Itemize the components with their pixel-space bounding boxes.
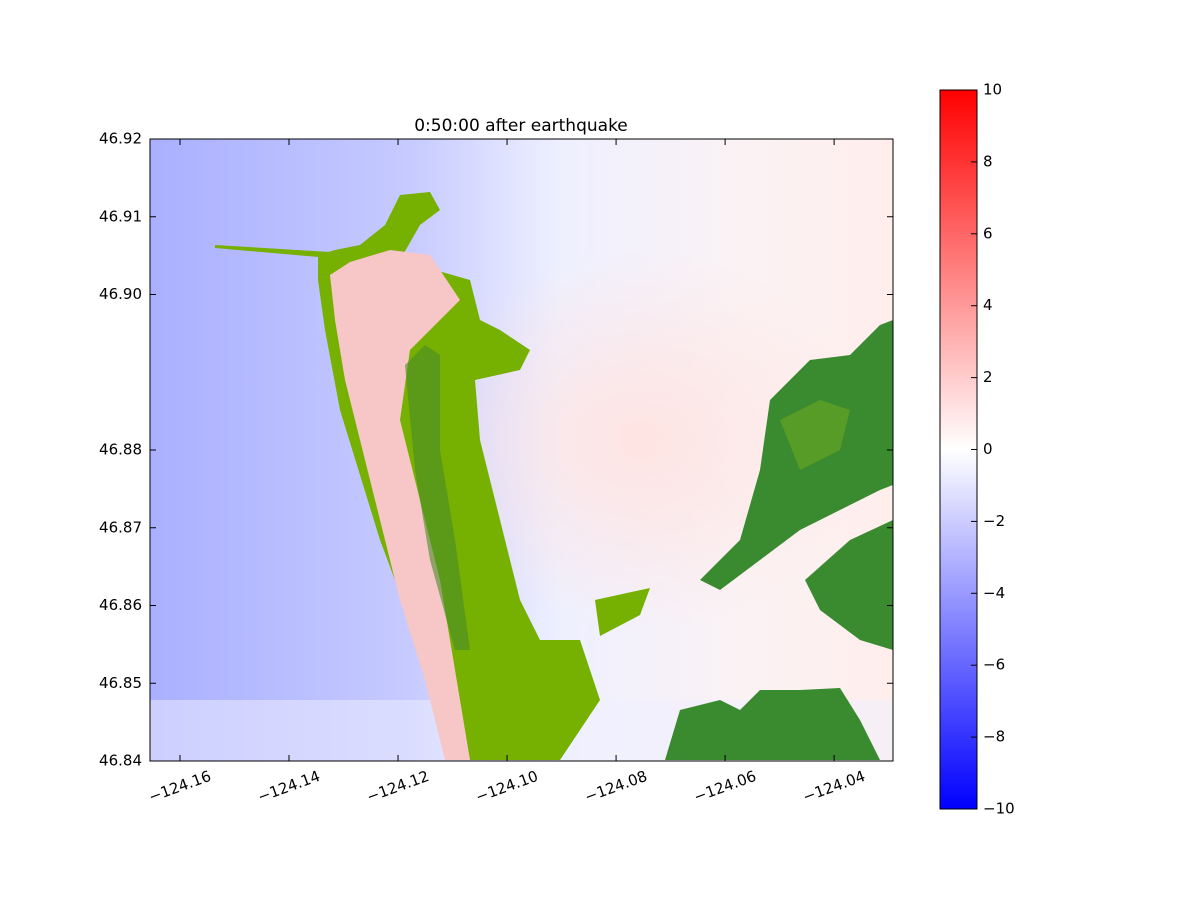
colorbar-tick-label: 4 [983, 296, 993, 314]
colorbar-tick-label: −2 [983, 512, 1005, 530]
map-image [150, 139, 893, 761]
colorbar-tick-label: −8 [983, 728, 1005, 746]
y-tick-label: 46.84 [99, 752, 142, 770]
x-tick-label: −124.14 [255, 767, 322, 806]
x-tick-label: −124.08 [582, 767, 649, 806]
x-tick-label: −124.12 [364, 767, 431, 806]
colorbar-tick-label: −6 [983, 656, 1005, 674]
y-tick-label: 46.90 [99, 285, 142, 303]
colorbar-tick-label: 6 [983, 224, 993, 242]
x-tick-label: −124.10 [473, 767, 540, 806]
x-tick-label: −124.06 [691, 767, 758, 806]
y-tick-label: 46.87 [99, 518, 142, 536]
y-tick-label: 46.91 [99, 207, 142, 225]
x-tick-label: −124.04 [800, 767, 867, 806]
x-tick-label: −124.16 [146, 767, 213, 806]
y-tick-label: 46.86 [99, 596, 142, 614]
colorbar-tick-label: 2 [983, 368, 993, 386]
colorbar-tick-label: −10 [983, 800, 1015, 818]
y-tick-label: 46.88 [99, 441, 142, 459]
colorbar-tick-label: 0 [983, 440, 993, 458]
y-tick-label: 46.92 [99, 130, 142, 148]
colorbar-tick-label: 10 [983, 81, 1002, 99]
chart-title: 0:50:00 after earthquake [414, 116, 628, 136]
y-tick-label: 46.85 [99, 674, 142, 692]
colorbar-tick-label: 8 [983, 152, 993, 170]
colorbar-tick-label: −4 [983, 584, 1005, 602]
